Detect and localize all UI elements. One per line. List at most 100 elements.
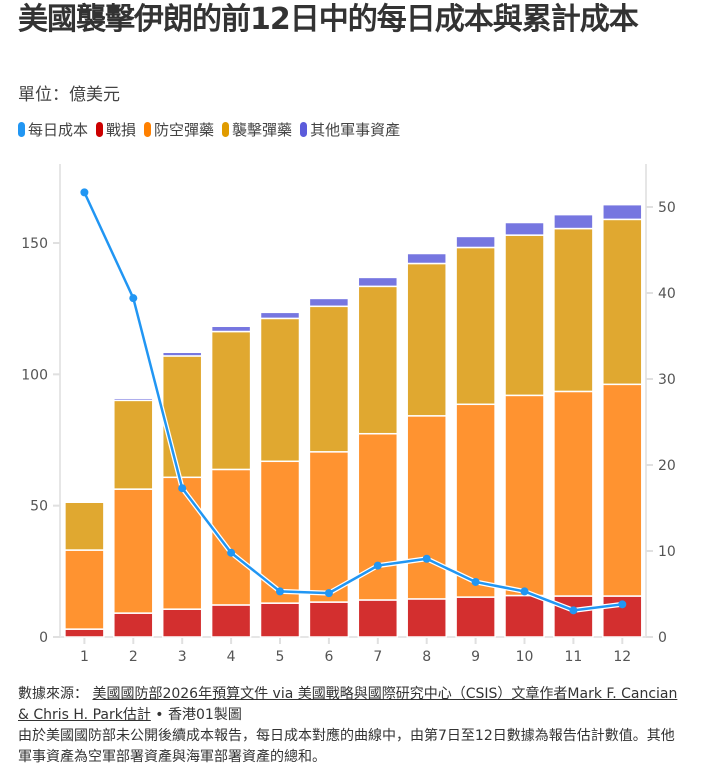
x-tick-label: 6 <box>324 649 333 665</box>
credit: • 香港01製圖 <box>150 707 242 723</box>
source-label: 數據來源： <box>18 686 88 702</box>
line-point <box>227 548 236 557</box>
bar-segment-其他軍事資產 <box>357 276 399 288</box>
y2-tick-label: 10 <box>658 544 676 560</box>
y2-tick-label: 50 <box>658 200 676 216</box>
bar-segment-其他軍事資產 <box>504 221 545 236</box>
legend: 每日成本 戰損 防空彈藥 襲擊彈藥 其他軍事資產 <box>18 119 400 140</box>
x-tick-label: 1 <box>80 649 89 665</box>
bar-segment-其他軍事資產 <box>455 235 496 249</box>
legend-label: 防空彈藥 <box>154 121 215 139</box>
bar-segment-其他軍事資產 <box>308 297 350 308</box>
bar-segment-戰損 <box>259 602 301 638</box>
x-tick-label: 2 <box>129 649 138 665</box>
bar-segment-襲擊彈藥 <box>308 305 350 453</box>
legend-item-other-military-assets[interactable]: 其他軍事資產 <box>300 119 400 140</box>
x-tick-label: 7 <box>373 649 382 665</box>
chart-subtitle: 單位：億美元 <box>18 85 120 105</box>
daily-cost-line <box>80 188 627 615</box>
y-tick-label: 50 <box>30 499 48 515</box>
bar-segment-防空彈藥 <box>455 403 496 598</box>
x-tick-label: 8 <box>422 649 431 665</box>
line-point <box>178 484 187 493</box>
bars <box>64 203 643 638</box>
bar-segment-襲擊彈藥 <box>259 317 301 463</box>
bar-segment-防空彈藥 <box>64 549 105 630</box>
line-point <box>569 606 578 615</box>
bar-segment-防空彈藥 <box>161 476 203 610</box>
bar-segment-襲擊彈藥 <box>64 501 105 551</box>
x-tick-label: 5 <box>276 649 285 665</box>
bar-segment-戰損 <box>308 601 350 638</box>
bar-segment-防空彈藥 <box>504 394 545 597</box>
bar-segment-其他軍事資產 <box>210 325 252 333</box>
footnote: 由於美國國防部未公開後續成本報告，每日成本對應的曲線中，由第7日至12日數據為報… <box>18 728 675 765</box>
bar-segment-襲擊彈藥 <box>602 218 643 386</box>
line-path <box>83 191 623 612</box>
line-point <box>324 589 333 598</box>
bar-segment-戰損 <box>161 608 203 638</box>
bar-segment-襲擊彈藥 <box>406 262 447 417</box>
bar-segment-其他軍事資產 <box>161 351 203 357</box>
line-point <box>520 587 529 596</box>
bar-segment-襲擊彈藥 <box>161 355 203 479</box>
bar-segment-襲擊彈藥 <box>455 246 496 406</box>
bar-segment-其他軍事資產 <box>602 203 643 221</box>
bar-segment-戰損 <box>357 599 399 638</box>
bar-segment-防空彈藥 <box>308 451 350 603</box>
legend-label: 襲擊彈藥 <box>232 121 293 139</box>
line-point <box>422 554 431 563</box>
y2-tick-label: 20 <box>658 458 676 474</box>
bar-segment-襲擊彈藥 <box>357 285 399 435</box>
bar-segment-戰損 <box>406 598 447 638</box>
bar-segment-襲擊彈藥 <box>113 399 154 490</box>
bar-segment-襲擊彈藥 <box>504 234 545 397</box>
y-tick-label: 0 <box>39 630 48 646</box>
x-tick-label: 10 <box>516 649 534 665</box>
legend-swatch <box>96 122 104 137</box>
bar-segment-防空彈藥 <box>602 383 643 597</box>
legend-item-battle-damage[interactable]: 戰損 <box>96 119 136 140</box>
legend-item-strike-munitions[interactable]: 襲擊彈藥 <box>222 119 292 140</box>
legend-label: 每日成本 <box>28 121 89 139</box>
legend-swatch <box>300 122 308 137</box>
line-point <box>80 188 89 197</box>
y2-tick-label: 40 <box>658 286 676 302</box>
bar-segment-其他軍事資產 <box>113 397 154 402</box>
bar-segment-防空彈藥 <box>553 390 594 597</box>
legend-swatch <box>222 122 230 137</box>
bar-segment-戰損 <box>210 604 252 638</box>
bar-segment-其他軍事資產 <box>553 213 594 230</box>
line-point <box>471 577 480 586</box>
bar-segment-戰損 <box>64 628 105 638</box>
x-tick-label: 3 <box>178 649 187 665</box>
bar-segment-戰損 <box>504 594 545 638</box>
y-tick-label: 100 <box>21 367 48 383</box>
legend-label: 戰損 <box>106 121 137 139</box>
source-link[interactable]: 美國國防部2026年預算文件 via 美國戰略與國際研究中心（CSIS）文章作者… <box>18 686 678 723</box>
y-tick-label: 150 <box>21 236 48 252</box>
bar-segment-其他軍事資產 <box>64 500 105 504</box>
y2-tick-label: 30 <box>658 372 676 388</box>
x-tick-label: 4 <box>227 649 236 665</box>
bar-segment-戰損 <box>455 596 496 638</box>
bar-segment-戰損 <box>553 595 594 638</box>
bar-segment-其他軍事資產 <box>406 252 447 265</box>
bar-segment-其他軍事資產 <box>259 311 301 320</box>
line-point <box>373 561 382 570</box>
line-point <box>129 294 138 303</box>
bar-segment-襲擊彈藥 <box>210 330 252 471</box>
bar-segment-戰損 <box>113 612 154 638</box>
bar-segment-防空彈藥 <box>406 415 447 600</box>
legend-item-daily-cost[interactable]: 每日成本 <box>18 119 88 140</box>
x-tick-label: 9 <box>471 649 480 665</box>
legend-label: 其他軍事資產 <box>310 121 401 139</box>
legend-item-air-defense-munitions[interactable]: 防空彈藥 <box>144 119 214 140</box>
bar-segment-防空彈藥 <box>113 488 154 614</box>
chart-title: 美國襲擊伊朗的前12日中的每日成本與累計成本 <box>18 2 639 37</box>
x-tick-label: 12 <box>613 649 631 665</box>
footer: 數據來源： 美國國防部2026年預算文件 via 美國戰略與國際研究中心（CSI… <box>18 684 688 768</box>
bar-segment-襲擊彈藥 <box>553 227 594 393</box>
